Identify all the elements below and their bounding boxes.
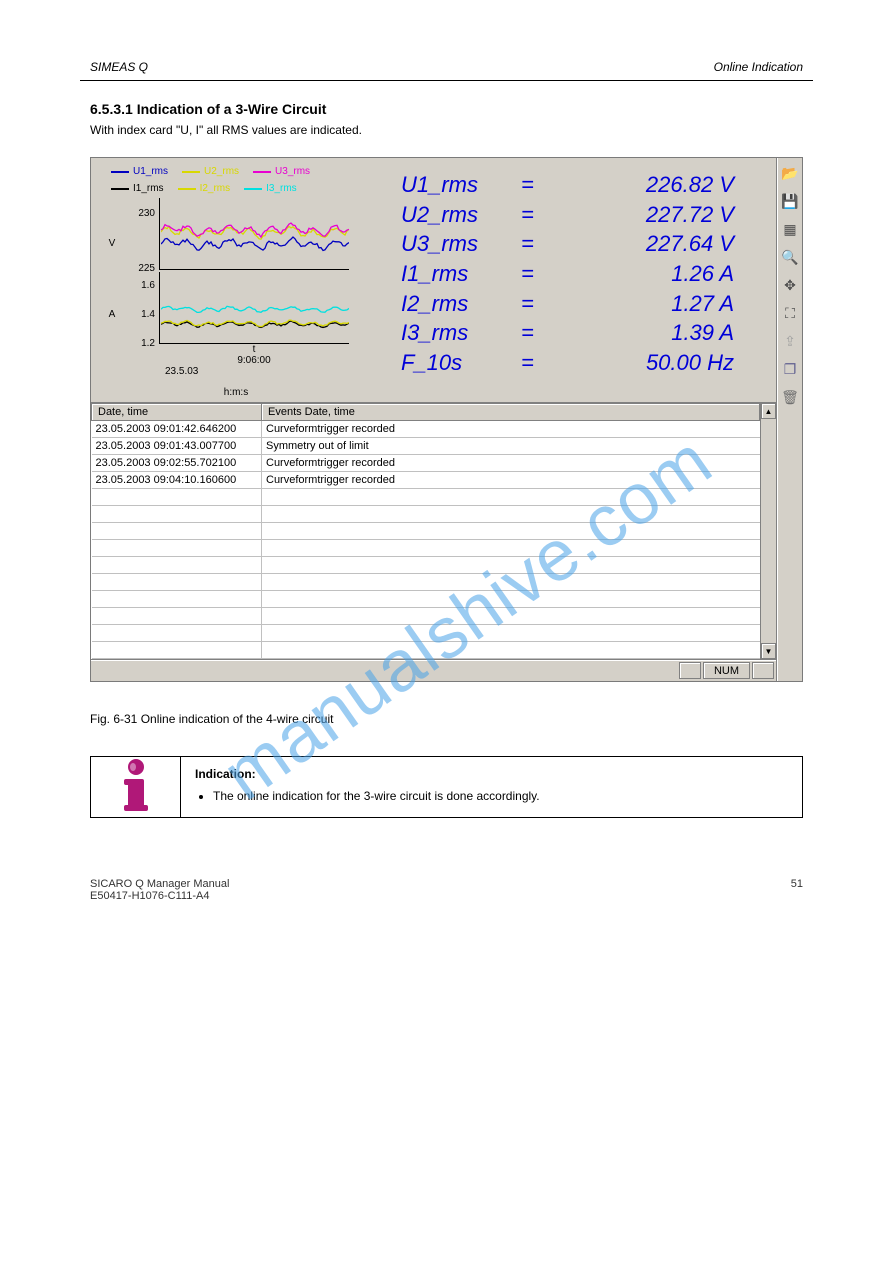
event-col-datetime[interactable]: Date, time	[92, 404, 262, 421]
table-row[interactable]	[92, 489, 760, 506]
legend-item: I2_rms	[178, 183, 231, 194]
table-row[interactable]	[92, 523, 760, 540]
v-tick-1: 225	[123, 263, 155, 274]
table-row[interactable]	[92, 642, 760, 659]
figure-caption: Fig. 6-31 Online indication of the 4-wir…	[40, 712, 853, 726]
footer-left: SICARO Q Manager Manual	[90, 878, 229, 890]
table-row[interactable]: 23.05.2003 09:01:42.646200Curveformtrigg…	[92, 421, 760, 438]
right-toolbar: 📂 💾 ▦ 🔍 ✥ ⛶ ⇪ ❐ 🗑	[776, 158, 802, 681]
readout-row: I1_rms=1.26 A	[401, 259, 746, 289]
readout-row: U3_rms=227.64 V	[401, 229, 746, 259]
section-subtitle: With index card "U, I" all RMS values ar…	[40, 123, 853, 137]
x-tick-time: 9:06:00	[159, 355, 349, 366]
doc-header-left: SIMEAS Q	[90, 60, 148, 74]
table-row[interactable]: 23.05.2003 09:04:10.160600Curveformtrigg…	[92, 472, 760, 489]
voltage-plot[interactable]	[159, 198, 349, 270]
open-icon[interactable]: 📂	[779, 162, 801, 184]
table-row[interactable]	[92, 506, 760, 523]
readout-row: I2_rms=1.27 A	[401, 289, 746, 319]
legend-item: U3_rms	[253, 166, 310, 177]
legend-item: I3_rms	[244, 183, 297, 194]
event-table: Date, time Events Date, time 23.05.2003 …	[91, 403, 760, 659]
footer-mid: E50417-H1076-C111-A4	[90, 890, 229, 902]
grid-icon[interactable]: ▦	[779, 218, 801, 240]
zoom-icon[interactable]: 🔍	[779, 246, 801, 268]
legend-item: U2_rms	[182, 166, 239, 177]
a-tick-0: 1.6	[123, 280, 155, 291]
status-cell-grip	[752, 662, 774, 679]
x-axis-unit: h:m:s	[101, 387, 371, 398]
readout-row: I3_rms=1.39 A	[401, 318, 746, 348]
header-divider	[80, 80, 813, 81]
current-plot[interactable]	[159, 272, 349, 344]
section-title: 6.5.3.1 Indication of a 3-Wire Circuit	[40, 101, 853, 117]
status-bar: NUM	[91, 659, 776, 681]
info-bullet: The online indication for the 3-wire cir…	[213, 789, 788, 803]
chart-legend: U1_rms U2_rms U3_rms I1_rms I2_rms I3_rms	[101, 166, 371, 194]
a-unit-label: A	[101, 309, 123, 320]
legend-item: I1_rms	[111, 183, 164, 194]
info-box: Indication: The online indication for th…	[90, 756, 803, 818]
scroll-track[interactable]	[761, 419, 776, 643]
scroll-up-icon[interactable]: ▲	[761, 403, 776, 419]
x-axis-sym: t	[159, 344, 349, 355]
readout-row: U2_rms=227.72 V	[401, 200, 746, 230]
scroll-down-icon[interactable]: ▼	[761, 643, 776, 659]
readout-row: F_10s=50.00 Hz	[401, 348, 746, 378]
event-col-events[interactable]: Events Date, time	[262, 404, 760, 421]
info-icon	[91, 757, 181, 817]
a-tick-1: 1.4	[123, 309, 155, 320]
footer-page-number: 51	[791, 878, 803, 902]
fit-icon[interactable]: ⛶	[779, 302, 801, 324]
status-cell-spacer	[679, 662, 701, 679]
app-window: U1_rms U2_rms U3_rms I1_rms I2_rms I3_rms V A…	[90, 157, 803, 682]
copy-icon[interactable]: ❐	[779, 358, 801, 380]
table-row[interactable]: 23.05.2003 09:01:43.007700Symmetry out o…	[92, 438, 760, 455]
table-row[interactable]	[92, 625, 760, 642]
info-header: Indication:	[195, 767, 788, 781]
doc-header: SIMEAS Q Online Indication	[40, 60, 853, 80]
table-row[interactable]	[92, 540, 760, 557]
doc-header-right: Online Indication	[714, 60, 803, 74]
table-row[interactable]	[92, 591, 760, 608]
x-tick-date: 23.5.03	[159, 366, 349, 377]
table-row[interactable]	[92, 557, 760, 574]
table-row[interactable]	[92, 574, 760, 591]
move-icon[interactable]: ✥	[779, 274, 801, 296]
event-panel: Date, time Events Date, time 23.05.2003 …	[91, 402, 776, 659]
legend-item: U1_rms	[111, 166, 168, 177]
table-row[interactable]	[92, 608, 760, 625]
a-tick-2: 1.2	[123, 338, 155, 349]
table-row[interactable]: 23.05.2003 09:02:55.702100Curveformtrigg…	[92, 455, 760, 472]
export-icon[interactable]: ⇪	[779, 330, 801, 352]
v-unit-label: V	[101, 238, 123, 249]
v-tick-0: 230	[123, 208, 155, 219]
event-scrollbar[interactable]: ▲ ▼	[760, 403, 776, 659]
delete-icon[interactable]: 🗑	[779, 386, 801, 408]
status-num: NUM	[703, 662, 750, 679]
page-footer: SICARO Q Manager Manual E50417-H1076-C11…	[40, 818, 853, 902]
readout-panel: U1_rms=226.82 VU2_rms=227.72 VU3_rms=227…	[391, 166, 766, 398]
readout-row: U1_rms=226.82 V	[401, 170, 746, 200]
chart-panel: U1_rms U2_rms U3_rms I1_rms I2_rms I3_rms V A…	[91, 158, 776, 402]
save-icon[interactable]: 💾	[779, 190, 801, 212]
